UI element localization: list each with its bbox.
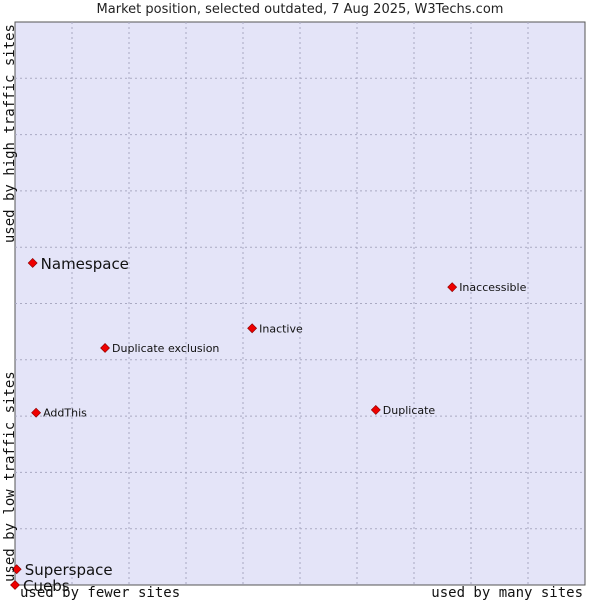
point-marker-inactive	[247, 323, 258, 334]
point-marker-superspace	[11, 564, 22, 575]
point-label-duplicate: Duplicate	[383, 404, 436, 417]
y-axis-label-bottom: used by low traffic sites	[2, 371, 18, 582]
point-label-duplicate-exclusion: Duplicate exclusion	[112, 342, 219, 355]
y-axis-label-top: used by high traffic sites	[2, 24, 18, 243]
point-label-inaccessible: Inaccessible	[459, 281, 526, 294]
chart-title: Market position, selected outdated, 7 Au…	[96, 2, 504, 17]
point-label-addthis: AddThis	[43, 407, 87, 420]
point-label-inactive: Inactive	[259, 322, 303, 335]
point-label-superspace: Superspace	[25, 561, 113, 579]
point-marker-cuebs	[10, 580, 20, 590]
point-marker-duplicate-exclusion	[100, 343, 110, 353]
point-marker-inaccessible	[447, 282, 458, 293]
point-marker-addthis	[31, 407, 42, 418]
point-marker-namespace	[27, 258, 38, 268]
x-axis-label-right: used by many sites	[431, 585, 583, 600]
x-axis-label-left: used by fewer sites	[20, 585, 180, 600]
point-marker-duplicate	[370, 404, 381, 415]
point-label-cuebs: Cuebs	[23, 577, 70, 595]
data-points: Namespace Inaccessible Inactive Duplicate e…	[10, 255, 527, 595]
point-label-namespace: Namespace	[41, 255, 129, 273]
grid	[15, 22, 585, 585]
